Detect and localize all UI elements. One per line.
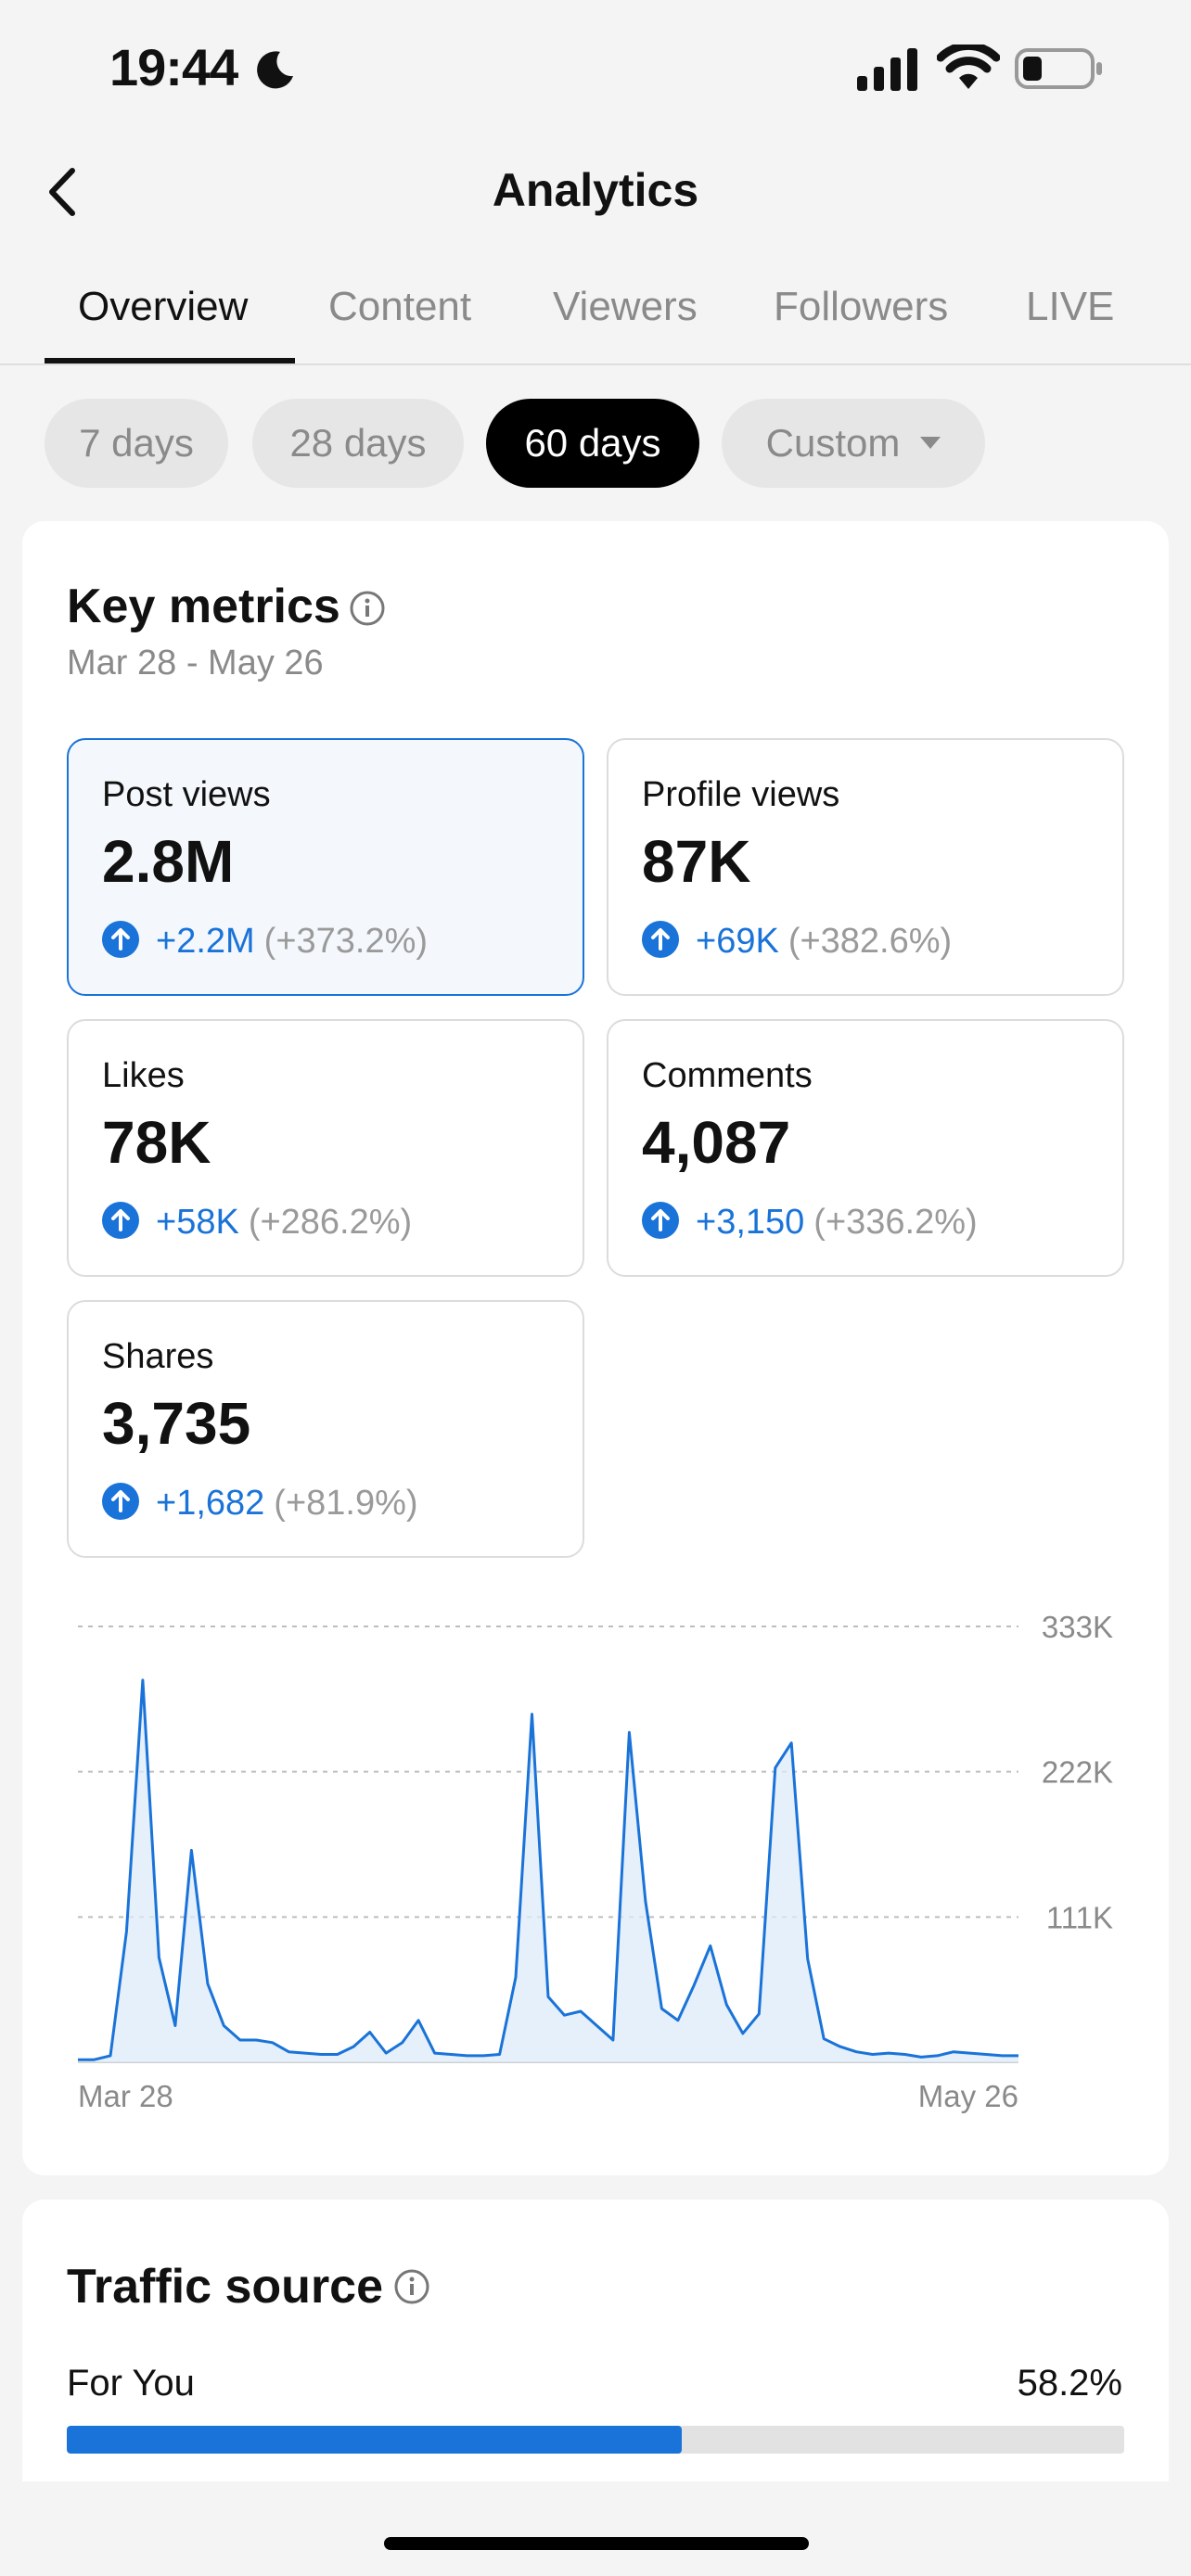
metric-percent: (+81.9%)	[274, 1484, 418, 1523]
metric-delta: +69K	[696, 922, 779, 961]
metric-label: Shares	[102, 1337, 214, 1376]
info-icon[interactable]	[393, 2268, 430, 2305]
metric-percent: (+373.2%)	[263, 922, 429, 961]
y-tick-label: 222K	[1042, 1755, 1113, 1790]
tab-viewers[interactable]: Viewers	[553, 284, 698, 329]
metric-change: +69K (+382.6%)	[642, 920, 953, 962]
arrow-up-circle-icon	[642, 920, 679, 958]
key-metrics-title: Key metrics	[67, 580, 340, 633]
metric-card-profile-views[interactable]: Profile views 87K +69K (+382.6%)	[607, 738, 1124, 996]
range-label: 28 days	[289, 421, 427, 465]
metric-card-likes[interactable]: Likes 78K +58K (+286.2%)	[67, 1019, 584, 1277]
metric-value: 3,735	[102, 1390, 251, 1457]
bottom-safe-area	[0, 2481, 1191, 2576]
post-views-chart: 333K 222K 111K Mar 28 May 26	[78, 1610, 1113, 2113]
home-indicator	[384, 2537, 809, 2550]
tab-overview[interactable]: Overview	[78, 284, 249, 329]
caret-down-icon	[920, 437, 941, 450]
traffic-source-bar-fill	[67, 2426, 683, 2454]
info-icon[interactable]	[349, 590, 386, 627]
traffic-source-title: Traffic source	[67, 2260, 384, 2314]
metric-card-comments[interactable]: Comments 4,087 +3,150 (+336.2%)	[607, 1019, 1124, 1277]
metric-change: +1,682 (+81.9%)	[102, 1482, 418, 1524]
metric-change: +2.2M (+373.2%)	[102, 920, 429, 962]
metric-card-shares[interactable]: Shares 3,735 +1,682 (+81.9%)	[67, 1300, 584, 1558]
traffic-source-value: 58.2%	[1017, 2363, 1122, 2404]
series-area	[78, 1679, 1018, 2062]
arrow-up-circle-icon	[102, 920, 139, 958]
y-tick-label: 333K	[1042, 1610, 1113, 1644]
metric-value: 87K	[642, 828, 751, 895]
range-60-days-button[interactable]: 60 days	[486, 399, 699, 488]
status-bar: 19:44	[0, 0, 1191, 139]
range-label: 60 days	[524, 421, 661, 465]
active-tab-indicator	[45, 358, 295, 363]
metric-value: 2.8M	[102, 828, 235, 895]
back-chevron-icon[interactable]	[35, 158, 91, 226]
arrow-up-circle-icon	[102, 1482, 139, 1520]
metric-percent: (+336.2%)	[813, 1203, 978, 1242]
date-range: Mar 28 - May 26	[67, 644, 324, 682]
range-label: 7 days	[79, 421, 194, 465]
tab-content[interactable]: Content	[328, 284, 472, 329]
tab-bar: Overview Content Viewers Followers LIVE	[0, 267, 1191, 365]
x-tick-label-start: Mar 28	[78, 2079, 173, 2113]
arrow-up-circle-icon	[102, 1201, 139, 1239]
metric-label: Likes	[102, 1056, 185, 1095]
moon-icon	[257, 51, 293, 89]
traffic-source-bar	[67, 2426, 1124, 2454]
wifi-icon	[937, 45, 1000, 89]
x-tick-label-end: May 26	[918, 2079, 1018, 2113]
tab-live[interactable]: LIVE	[1026, 284, 1115, 329]
metric-change: +58K (+286.2%)	[102, 1201, 413, 1243]
metric-percent: (+286.2%)	[248, 1203, 413, 1242]
range-custom-dropdown[interactable]: Custom	[722, 399, 985, 488]
metric-delta: +58K	[156, 1203, 239, 1242]
metric-card-post-views[interactable]: Post views 2.8M +2.2M (+373.2%)	[67, 738, 584, 996]
page-title: Analytics	[492, 164, 699, 216]
arrow-up-circle-icon	[642, 1201, 679, 1239]
metric-change: +3,150 (+336.2%)	[642, 1201, 978, 1243]
metric-value: 4,087	[642, 1109, 791, 1176]
battery-icon	[1015, 48, 1102, 89]
y-tick-label: 111K	[1046, 1900, 1113, 1934]
metric-delta: +3,150	[696, 1203, 805, 1242]
metric-value: 78K	[102, 1109, 211, 1176]
range-7-days-button[interactable]: 7 days	[45, 399, 228, 488]
metric-label: Comments	[642, 1056, 813, 1095]
tab-followers[interactable]: Followers	[774, 284, 949, 329]
range-28-days-button[interactable]: 28 days	[252, 399, 464, 488]
metric-delta: +1,682	[156, 1484, 265, 1523]
metric-percent: (+382.6%)	[788, 922, 953, 961]
metric-label: Post views	[102, 775, 271, 814]
status-time: 19:44	[109, 38, 238, 96]
traffic-source-label: For You	[67, 2363, 195, 2404]
metric-label: Profile views	[642, 775, 840, 814]
cellular-signal-icon	[857, 48, 917, 91]
metric-delta: +2.2M	[156, 922, 255, 961]
series-line	[78, 1678, 1018, 2061]
range-label: Custom	[765, 421, 901, 465]
